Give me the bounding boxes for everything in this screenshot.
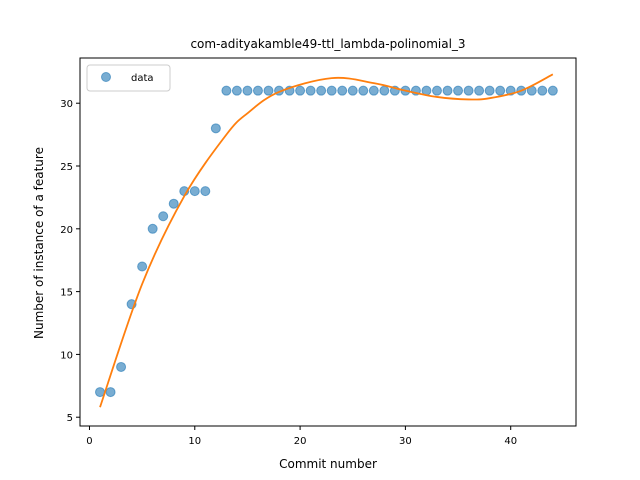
data-point [453,85,464,96]
data-point [116,361,127,372]
data-point [189,186,200,197]
data-point [474,85,485,96]
data-point [168,198,179,209]
x-axis-title: Commit number [279,457,377,471]
data-point [347,85,358,96]
legend-label-data: data [131,73,154,84]
data-point [210,123,221,134]
y-tick-label: 5 [67,413,73,424]
data-point [200,186,211,197]
y-tick-label: 10 [60,350,73,361]
data-point [316,85,327,96]
plot-area: 0 10 20 30 40 5 10 15 20 25 30 [60,57,577,447]
data-point [537,85,548,96]
x-tick-label: 20 [294,436,307,447]
data-point [495,85,506,96]
data-point [326,85,337,96]
data-point [105,387,116,398]
data-point [337,85,348,96]
data-point [158,211,169,222]
data-point [358,85,369,96]
data-point [442,85,453,96]
data-point [463,85,474,96]
data-point [379,85,390,96]
data-point [305,85,316,96]
data-point [242,85,253,96]
x-tick-label: 30 [399,436,412,447]
legend: data [86,64,171,92]
data-point [231,85,242,96]
x-tick-label: 10 [188,436,201,447]
chart-title: com-adityakamble49-ttl_lambda-polinomial… [190,37,465,51]
data-point [484,85,495,96]
data-point [295,85,306,96]
data-point [221,85,232,96]
data-point [431,85,442,96]
x-tick-label: 40 [504,436,517,447]
y-tick-label: 15 [60,288,73,299]
fit-line [99,73,554,408]
data-point [137,261,148,272]
data-point [252,85,263,96]
x-tick-label: 0 [86,436,92,447]
legend-marker-data [101,72,111,82]
y-tick-label: 25 [60,162,73,173]
data-point [147,223,158,234]
y-tick-label: 30 [60,99,73,110]
data-point [547,85,558,96]
data-point [263,85,274,96]
data-point [368,85,379,96]
y-axis-title: Number of instance of a feature [32,147,46,339]
legend-box [86,64,171,92]
y-tick-label: 20 [60,225,73,236]
axes-frame [79,57,577,427]
